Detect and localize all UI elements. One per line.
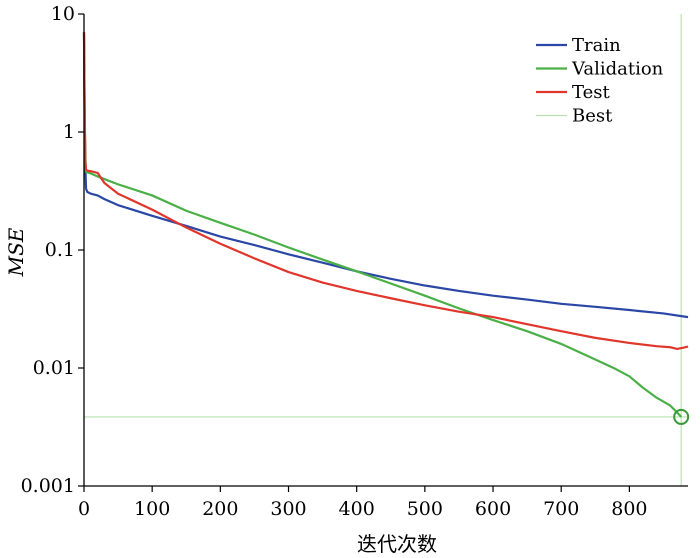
- x-tick-label: 300: [270, 498, 306, 520]
- x-tick-label: 0: [78, 498, 90, 520]
- legend-label-validation: Validation: [571, 59, 664, 80]
- y-tick-label: 0.01: [33, 357, 75, 379]
- axes: 0 100 200 300 400 500 600 700 800 0.001 0.01 0.1 1 10: [21, 3, 688, 520]
- x-tick-label: 800: [611, 498, 647, 520]
- y-tick-label: 0.1: [45, 239, 75, 261]
- x-tick-label: 400: [339, 498, 375, 520]
- x-tick-label: 200: [202, 498, 238, 520]
- legend-label-best: Best: [572, 106, 613, 127]
- y-tick-label: 0.001: [21, 475, 75, 497]
- legend-label-train: Train: [572, 35, 621, 56]
- series-line-test: [82, 32, 689, 351]
- y-tick-label: 10: [51, 3, 75, 25]
- x-tick-label: 600: [475, 498, 511, 520]
- y-tick-label: 1: [63, 121, 75, 143]
- series-line-train: [82, 32, 689, 319]
- x-tick-label: 500: [407, 498, 443, 520]
- x-axis-title: 迭代次数: [357, 532, 437, 556]
- x-tick-label: 100: [134, 498, 170, 520]
- series-line-validation: [82, 32, 682, 418]
- best-point-marker: [673, 408, 690, 425]
- plot-area: [82, 14, 690, 486]
- x-tick-label: 700: [543, 498, 579, 520]
- y-axis-title: MSE: [4, 227, 28, 277]
- legend-label-test: Test: [572, 82, 610, 103]
